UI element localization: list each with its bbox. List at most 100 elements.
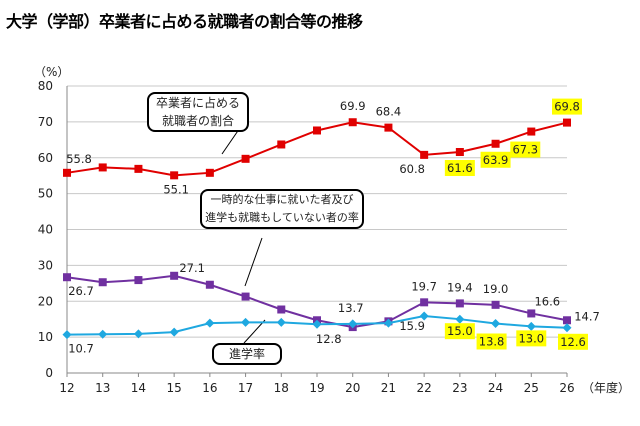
- data-label: 19.0: [483, 282, 509, 296]
- data-label: 16.6: [534, 294, 560, 308]
- x-tick-label: 14: [131, 381, 146, 395]
- data-label: 13.0: [518, 331, 544, 345]
- data-point-marker: [491, 318, 501, 328]
- data-point-marker: [277, 140, 286, 149]
- data-point-marker: [491, 139, 500, 148]
- data-label-highlight: [444, 323, 475, 340]
- x-tick-label: 17: [238, 381, 253, 395]
- x-tick-label: 26: [559, 381, 574, 395]
- data-point-marker: [98, 329, 108, 339]
- callout-line: 一時的な仕事に就いた者及び: [210, 193, 354, 206]
- data-point-marker: [455, 148, 464, 157]
- data-point-marker: [420, 298, 429, 307]
- data-point-marker: [62, 330, 72, 340]
- data-point-marker: [312, 319, 322, 329]
- callout-advancement-rate: 進学率: [212, 343, 282, 365]
- y-tick-label: 80: [38, 79, 53, 93]
- data-label: 12.6: [560, 335, 586, 349]
- data-point-marker: [241, 292, 250, 301]
- data-label-highlight: [516, 330, 547, 347]
- x-tick-label: 24: [488, 381, 503, 395]
- data-point-marker: [277, 305, 286, 314]
- data-label: 60.8: [399, 162, 425, 176]
- data-point-marker: [563, 316, 571, 325]
- callout-arrow: [244, 237, 263, 287]
- data-label: 15.0: [447, 324, 473, 338]
- x-tick-label: 13: [95, 381, 110, 395]
- x-tick-label: 20: [345, 381, 360, 395]
- data-point-marker: [563, 118, 571, 127]
- data-point-marker: [276, 317, 286, 327]
- data-label: 13.8: [479, 334, 505, 348]
- data-label: 61.6: [447, 161, 473, 175]
- data-label-highlight: [552, 98, 582, 115]
- data-point-marker: [384, 123, 393, 132]
- x-tick-label: 16: [202, 381, 217, 395]
- y-tick-label: 50: [38, 187, 53, 201]
- data-point-marker: [455, 314, 465, 324]
- data-label: 12.8: [316, 332, 342, 346]
- data-label: 55.1: [163, 182, 189, 196]
- data-point-marker: [527, 127, 536, 136]
- data-label: 67.3: [512, 143, 538, 157]
- data-point-marker: [241, 317, 251, 327]
- data-label: 55.8: [66, 152, 92, 166]
- data-label-highlight: [480, 151, 511, 168]
- x-axis-label: （年度）: [582, 380, 630, 395]
- callout-employment-rate: 卒業者に占める 就職者の割合: [147, 92, 249, 132]
- data-point-marker: [419, 311, 429, 321]
- callout-line: 進学も就職もしていない者の率: [205, 211, 359, 224]
- y-tick-label: 60: [38, 151, 53, 165]
- data-label-highlight: [476, 333, 507, 350]
- data-point-marker: [205, 168, 214, 177]
- data-point-marker: [348, 118, 357, 127]
- data-label-highlight: [558, 333, 588, 350]
- x-tick-label: 22: [417, 381, 432, 395]
- x-tick-label: 12: [59, 381, 74, 395]
- data-label: 15.9: [399, 319, 425, 333]
- x-tick-label: 18: [274, 381, 289, 395]
- callout-line: 就職者の割合: [161, 114, 234, 128]
- callout-arrow: [243, 319, 266, 344]
- callout-other-rate: 一時的な仕事に就いた者及び 進学も就職もしていない者の率: [200, 189, 364, 229]
- y-tick-label: 0: [45, 366, 53, 380]
- x-tick-label: 19: [309, 381, 324, 395]
- data-point-marker: [98, 163, 107, 172]
- data-label: 19.7: [411, 279, 437, 293]
- x-tick-label: 23: [452, 381, 467, 395]
- data-label-highlight: [510, 141, 541, 158]
- data-label: 26.7: [68, 284, 94, 298]
- data-label: 69.8: [554, 100, 580, 114]
- data-point-marker: [170, 271, 179, 280]
- data-label: 27.1: [179, 261, 205, 275]
- y-axis-label: （%）: [34, 65, 69, 79]
- data-point-marker: [63, 273, 71, 282]
- callout-line: 卒業者に占める: [155, 96, 240, 110]
- data-point-marker: [63, 168, 71, 177]
- data-point-marker: [526, 321, 536, 331]
- data-point-marker: [170, 171, 179, 180]
- data-point-marker: [205, 318, 215, 328]
- data-label: 19.4: [447, 280, 473, 294]
- data-label: 69.9: [340, 99, 366, 113]
- data-point-marker: [348, 319, 358, 329]
- callout-line: 進学率: [228, 347, 265, 361]
- y-tick-label: 30: [38, 258, 53, 272]
- data-label-highlight: [444, 160, 475, 177]
- data-point-marker: [241, 154, 250, 163]
- data-point-marker: [134, 164, 143, 173]
- data-point-marker: [491, 300, 500, 309]
- data-point-marker: [455, 299, 464, 308]
- y-tick-label: 70: [38, 115, 53, 129]
- data-point-marker: [420, 150, 429, 159]
- x-tick-label: 15: [167, 381, 182, 395]
- y-tick-label: 40: [38, 223, 53, 237]
- data-label: 13.7: [338, 301, 364, 315]
- data-point-marker: [562, 323, 572, 333]
- data-label: 10.7: [68, 342, 94, 356]
- data-point-marker: [98, 278, 107, 287]
- data-point-marker: [313, 126, 321, 135]
- x-tick-label: 25: [524, 381, 539, 395]
- data-point-marker: [134, 276, 143, 285]
